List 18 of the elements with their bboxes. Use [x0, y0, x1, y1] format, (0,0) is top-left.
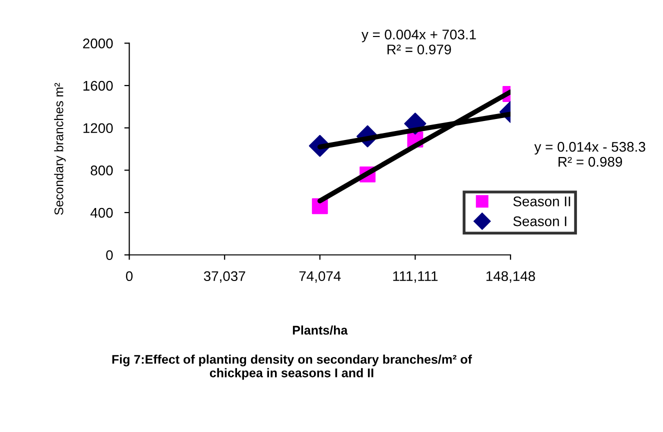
y-tick-label: 800: [90, 166, 113, 176]
legend-label: Season I: [513, 216, 566, 226]
y-tick-label: 2000: [83, 38, 113, 48]
y-axis-title: Secondary branches m²: [54, 82, 66, 215]
x-tick-label: 148,148: [486, 271, 536, 283]
x-tick-label: 0: [126, 271, 133, 282]
x-tick-label: 111,111: [393, 271, 438, 283]
annotation: y = 0.004x + 703.1 R² = 0.979: [362, 30, 476, 54]
x-tick-label: 37,037: [204, 271, 246, 283]
x-axis-title: Plants/ha: [292, 325, 348, 335]
text: y = 0.014x - 538.3 R² = 0.989: [534, 142, 646, 167]
y-tick-label: 1200: [83, 123, 113, 134]
y-tick-label: 0: [106, 250, 113, 260]
legend-label: Season II: [513, 196, 570, 206]
x-tick-label: 74,074: [299, 271, 341, 283]
y-tick-label: 400: [90, 208, 113, 218]
caption: Fig 7:Effect of planting density on secondary branches/m² of chickpea in seasons I and II: [112, 354, 472, 380]
y-tick-label: 1600: [83, 80, 113, 91]
